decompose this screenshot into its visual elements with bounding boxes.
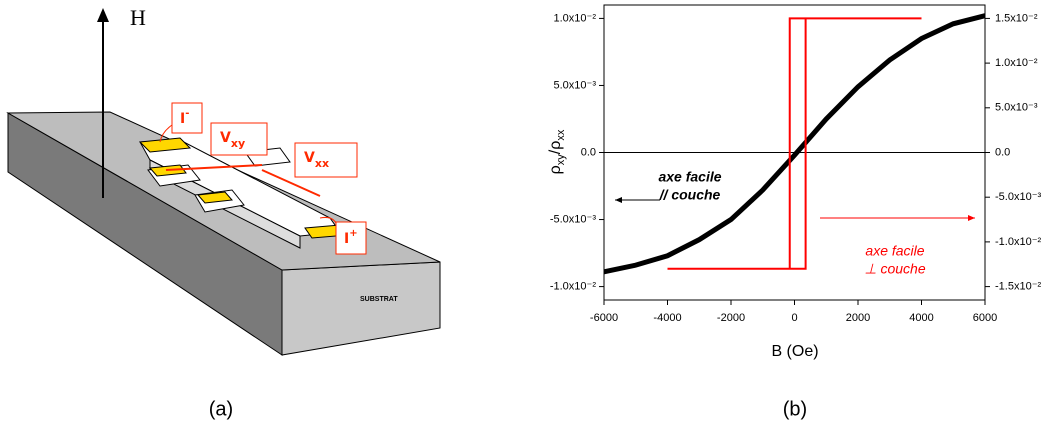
y-axis-label: ρxy/ρxx (547, 129, 567, 174)
y-tick-label: 0.0 (581, 146, 596, 158)
caption: (a) (209, 398, 233, 420)
contact-label: I+ (344, 228, 358, 247)
pad (138, 137, 192, 153)
y-label-part: ρ (547, 165, 564, 174)
annotation: ⊥ couche (864, 261, 925, 277)
series-line (667, 17, 922, 270)
label-box (210, 122, 268, 156)
label-base: I (180, 111, 185, 127)
label-sub: xy (231, 137, 245, 150)
x-tick-label: -2000 (717, 312, 745, 324)
y2-tick-label: -1.5x10⁻² (995, 280, 1041, 292)
x-tick-label: 2000 (846, 312, 870, 324)
y2-tick-label: 1.0x10⁻² (995, 57, 1038, 69)
label-base: V (304, 150, 315, 166)
label-box (294, 142, 358, 178)
field-label: H (130, 5, 146, 30)
y-tick-label: 1.0x10⁻² (554, 12, 597, 24)
contact-label: I- (180, 108, 189, 127)
y-tick-label: 5.0x10⁻³ (554, 79, 597, 91)
y-label-part: xx (555, 129, 567, 141)
caption: (b) (783, 398, 807, 420)
wire (159, 124, 173, 143)
label-box (335, 221, 367, 255)
wire (261, 169, 321, 197)
label-base: V (220, 130, 231, 146)
arrow-head (615, 197, 622, 203)
label-sub: xx (315, 157, 329, 170)
arrow-head (968, 215, 975, 221)
y2-tick-label: 0.0 (995, 146, 1010, 158)
x-tick-label: 0 (791, 312, 797, 324)
x-axis-label: B (Oe) (771, 343, 818, 360)
y-label-part: /ρ (547, 141, 564, 155)
annotation: // couche (659, 187, 721, 203)
x-tick-label: -6000 (590, 312, 618, 324)
annotation: axe facile (865, 243, 924, 259)
label-sup: + (349, 228, 357, 239)
label-base: I (344, 231, 349, 247)
substrate-drawing (6, 8, 441, 356)
label-sup: - (185, 108, 189, 119)
y-label-part: xy (555, 154, 567, 166)
substrate-label: SUBSTRAT (360, 296, 398, 303)
slab-front (281, 261, 441, 356)
y2-tick-label: 1.5x10⁻² (995, 12, 1038, 24)
arrow-head (97, 8, 109, 22)
wire (165, 164, 263, 171)
x-tick-label: -4000 (653, 312, 681, 324)
annotation: axe facile (658, 169, 721, 185)
series-line (603, 13, 986, 275)
y2-tick-label: 5.0x10⁻³ (995, 102, 1038, 114)
x-tick-label: 4000 (909, 312, 933, 324)
y2-tick-label: -5.0x10⁻³ (995, 191, 1041, 203)
contact-label: Vxy (220, 130, 245, 150)
contact-label: Vxx (304, 150, 329, 170)
x-tick-label: 6000 (973, 312, 997, 324)
y-tick-label: -5.0x10⁻³ (550, 213, 596, 225)
y-tick-label: -1.0x10⁻² (550, 280, 596, 292)
pad (196, 191, 234, 204)
y2-tick-label: -1.0x10⁻² (995, 236, 1041, 248)
label-box (171, 102, 203, 134)
